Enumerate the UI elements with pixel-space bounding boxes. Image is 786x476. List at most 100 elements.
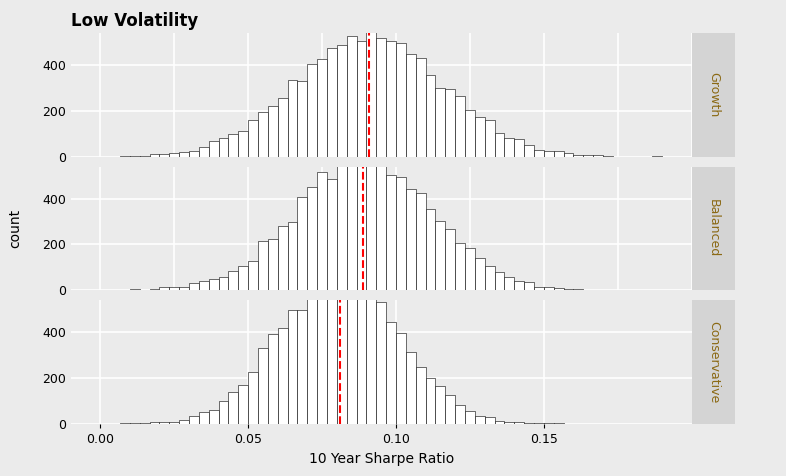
- Bar: [317, 171, 327, 290]
- Bar: [160, 422, 169, 424]
- Bar: [446, 89, 455, 157]
- Text: Balanced: Balanced: [707, 199, 720, 258]
- Bar: [258, 112, 268, 157]
- Bar: [209, 141, 219, 157]
- Bar: [485, 417, 494, 424]
- Bar: [366, 289, 376, 424]
- Bar: [425, 75, 435, 157]
- Bar: [317, 277, 327, 424]
- Bar: [307, 188, 317, 290]
- Bar: [524, 423, 534, 424]
- Bar: [366, 32, 376, 157]
- Bar: [514, 423, 524, 424]
- Bar: [553, 288, 564, 290]
- Bar: [189, 283, 199, 290]
- Bar: [130, 156, 140, 157]
- Bar: [277, 226, 288, 290]
- Bar: [307, 290, 317, 424]
- Bar: [297, 80, 307, 157]
- Bar: [337, 164, 347, 290]
- Bar: [376, 302, 386, 424]
- Bar: [229, 392, 238, 424]
- Bar: [366, 156, 376, 290]
- Bar: [494, 272, 505, 290]
- Bar: [199, 281, 209, 290]
- Bar: [219, 277, 229, 290]
- Bar: [455, 96, 465, 157]
- Bar: [258, 241, 268, 290]
- Bar: [583, 155, 593, 157]
- Bar: [347, 163, 357, 290]
- Bar: [238, 266, 248, 290]
- Bar: [574, 289, 583, 290]
- Bar: [553, 151, 564, 157]
- Bar: [396, 333, 406, 424]
- Bar: [229, 270, 238, 290]
- Bar: [544, 151, 553, 157]
- Bar: [288, 222, 297, 290]
- Bar: [327, 269, 337, 424]
- Bar: [376, 162, 386, 290]
- Bar: [465, 248, 475, 290]
- Bar: [446, 395, 455, 424]
- Bar: [160, 287, 169, 290]
- Bar: [179, 288, 189, 290]
- Bar: [524, 282, 534, 290]
- Bar: [514, 281, 524, 290]
- Bar: [425, 209, 435, 290]
- Bar: [209, 279, 219, 290]
- Bar: [238, 385, 248, 424]
- Bar: [248, 261, 258, 290]
- Bar: [347, 273, 357, 424]
- Bar: [505, 277, 514, 290]
- Bar: [277, 328, 288, 424]
- Bar: [288, 80, 297, 157]
- Bar: [386, 322, 396, 424]
- Bar: [219, 138, 229, 157]
- Bar: [169, 153, 179, 157]
- Bar: [564, 289, 574, 290]
- Bar: [475, 416, 485, 424]
- Bar: [199, 412, 209, 424]
- Bar: [416, 367, 425, 424]
- Bar: [209, 410, 219, 424]
- Bar: [475, 117, 485, 157]
- Bar: [494, 133, 505, 157]
- Bar: [425, 378, 435, 424]
- Bar: [416, 193, 425, 290]
- Bar: [505, 422, 514, 424]
- Bar: [169, 287, 179, 290]
- Bar: [337, 45, 347, 157]
- Bar: [396, 177, 406, 290]
- Bar: [277, 98, 288, 157]
- Bar: [327, 48, 337, 157]
- Bar: [258, 348, 268, 424]
- Bar: [406, 352, 416, 424]
- Bar: [494, 421, 505, 424]
- Bar: [406, 189, 416, 290]
- Bar: [485, 120, 494, 157]
- Bar: [130, 289, 140, 290]
- Bar: [534, 287, 544, 290]
- Bar: [248, 120, 258, 157]
- Bar: [357, 152, 366, 290]
- Bar: [446, 229, 455, 290]
- Bar: [435, 387, 446, 424]
- Bar: [386, 41, 396, 157]
- Bar: [199, 148, 209, 157]
- Bar: [435, 221, 446, 290]
- Text: Growth: Growth: [707, 72, 720, 118]
- Bar: [229, 134, 238, 157]
- Bar: [219, 401, 229, 424]
- Bar: [574, 155, 583, 157]
- Bar: [435, 88, 446, 157]
- Bar: [179, 420, 189, 424]
- Bar: [357, 40, 366, 157]
- Bar: [317, 59, 327, 157]
- Bar: [406, 54, 416, 157]
- Bar: [297, 310, 307, 424]
- Bar: [140, 156, 149, 157]
- Bar: [564, 153, 574, 157]
- Bar: [268, 239, 277, 290]
- Bar: [396, 43, 406, 157]
